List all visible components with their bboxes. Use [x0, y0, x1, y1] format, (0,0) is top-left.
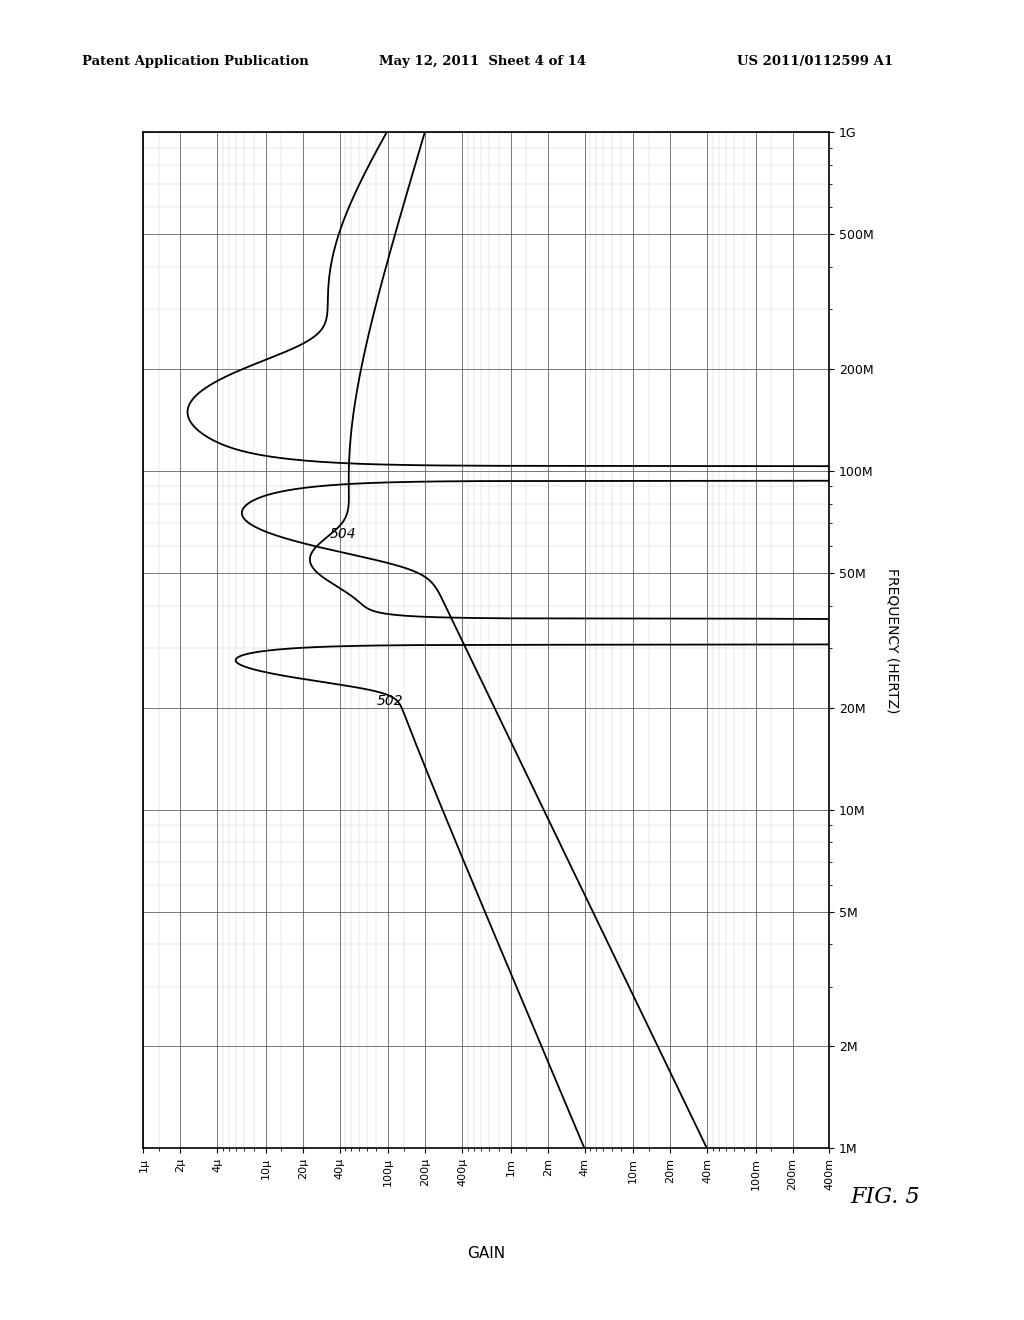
- Y-axis label: FREQUENCY (HERTZ): FREQUENCY (HERTZ): [885, 568, 899, 713]
- X-axis label: GAIN: GAIN: [467, 1246, 506, 1261]
- Text: US 2011/0112599 A1: US 2011/0112599 A1: [737, 55, 893, 69]
- Text: May 12, 2011  Sheet 4 of 14: May 12, 2011 Sheet 4 of 14: [379, 55, 586, 69]
- Text: 504: 504: [330, 527, 356, 541]
- Text: FIG. 5: FIG. 5: [850, 1185, 920, 1208]
- Text: Patent Application Publication: Patent Application Publication: [82, 55, 308, 69]
- Text: 502: 502: [377, 693, 403, 708]
